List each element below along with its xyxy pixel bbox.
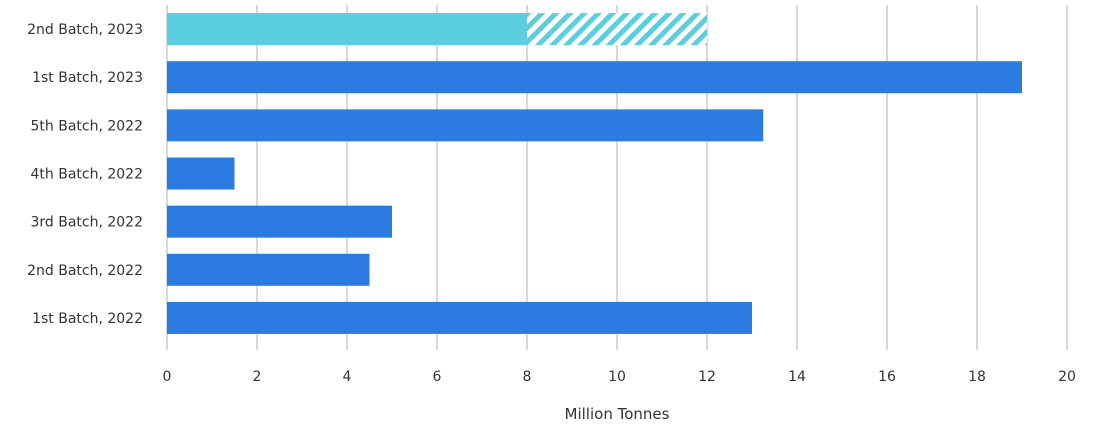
bar — [167, 109, 764, 142]
x-tick-label: 14 — [788, 369, 806, 385]
category-label: 1st Batch, 2023 — [32, 70, 143, 86]
bar — [167, 205, 392, 238]
x-tick-label: 12 — [698, 369, 716, 385]
bar-segment-hatched — [527, 13, 707, 46]
category-label: 5th Batch, 2022 — [31, 118, 144, 134]
category-label: 2nd Batch, 2022 — [27, 263, 143, 279]
category-label: 2nd Batch, 2023 — [27, 22, 143, 38]
x-tick-label: 18 — [968, 369, 986, 385]
x-tick-label: 8 — [523, 369, 532, 385]
bar — [167, 253, 370, 286]
x-tick-label: 10 — [608, 369, 626, 385]
gridlines — [166, 5, 1068, 350]
category-label: 4th Batch, 2022 — [31, 167, 144, 183]
category-labels: 2nd Batch, 2023 1st Batch, 2023 5th Batch,… — [27, 22, 143, 327]
bar — [167, 157, 235, 190]
bar — [167, 13, 527, 46]
x-tick-label: 20 — [1058, 369, 1076, 385]
bar — [167, 301, 752, 334]
category-label: 1st Batch, 2022 — [32, 311, 143, 327]
x-tick-label: 2 — [253, 369, 262, 385]
x-tick-label: 0 — [163, 369, 172, 385]
x-axis-title: Million Tonnes — [565, 405, 670, 423]
x-tick-label: 6 — [433, 369, 442, 385]
x-tick-labels: 0 2 4 6 8 10 12 14 16 18 20 — [163, 369, 1076, 385]
category-label: 3rd Batch, 2022 — [30, 215, 143, 231]
bar — [167, 61, 1022, 94]
x-tick-label: 16 — [878, 369, 896, 385]
bars — [167, 13, 1022, 334]
x-tick-label: 4 — [343, 369, 352, 385]
